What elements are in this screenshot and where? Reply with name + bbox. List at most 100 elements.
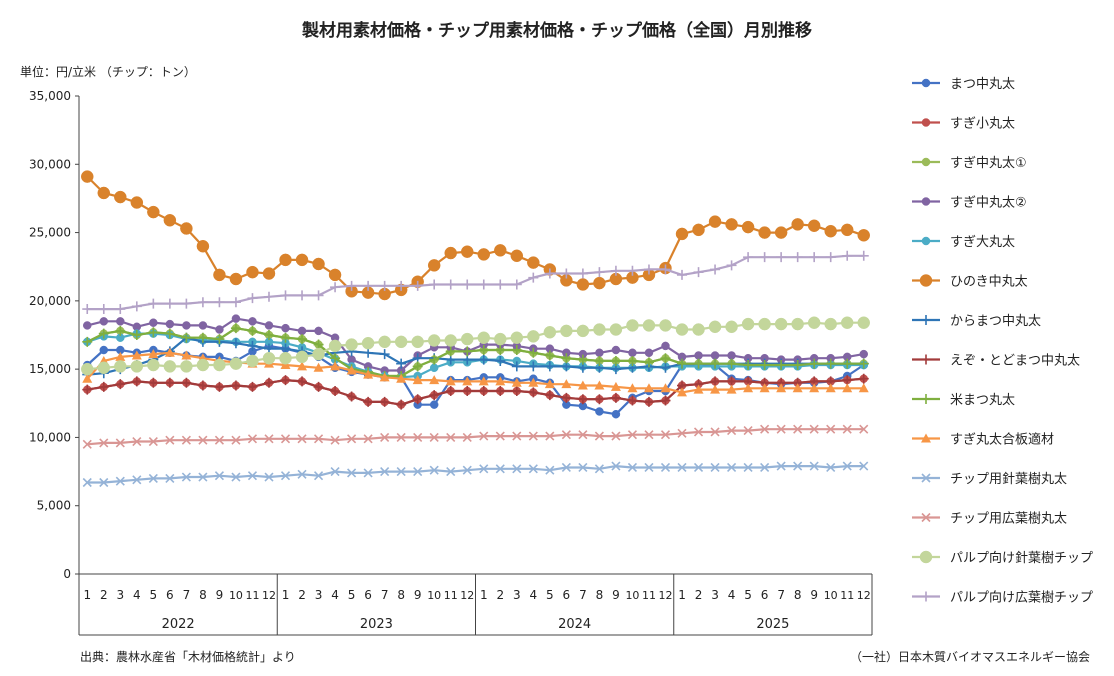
series-13-point — [659, 319, 672, 332]
series-10-point — [809, 383, 820, 393]
series-13-point — [642, 319, 656, 332]
series-8-point — [82, 384, 93, 395]
series-11-point — [165, 473, 175, 483]
series-12-point — [793, 424, 803, 434]
series-12-point — [380, 432, 390, 442]
series-14-point — [164, 298, 175, 309]
x-tick-label: 6 — [563, 588, 571, 602]
series-10-point — [462, 376, 473, 386]
series-9-point — [776, 360, 787, 371]
series-12-point — [214, 435, 224, 445]
series-7-point — [247, 340, 258, 351]
series-11-point — [578, 462, 588, 473]
series-13-point — [708, 320, 722, 334]
series-8-point — [230, 380, 241, 391]
series-9-point — [115, 325, 126, 336]
series-6-point — [196, 239, 210, 253]
series-14-point — [181, 298, 192, 309]
series-4-point — [99, 317, 109, 326]
year-label: 2022 — [162, 617, 195, 632]
series-12-point — [347, 434, 357, 444]
series-14-point — [743, 252, 754, 263]
series-11-point — [82, 477, 92, 488]
series-12-point — [115, 438, 125, 448]
series-6-point — [576, 278, 590, 291]
series-11-point — [793, 461, 803, 471]
series-13-point — [180, 360, 193, 373]
series-10-point — [776, 383, 787, 393]
series-13-point — [147, 358, 160, 372]
series-9-point — [528, 347, 539, 358]
series-8-point — [379, 396, 390, 407]
series-13-point — [427, 334, 441, 347]
series-4-point — [694, 351, 703, 360]
series-11-point — [247, 471, 258, 481]
series-14-point — [660, 264, 671, 275]
series-8-point — [297, 376, 308, 387]
series-11-point — [347, 468, 357, 478]
series-13-point — [246, 354, 259, 368]
series-6-point — [807, 219, 821, 232]
x-tick-label: 3 — [513, 588, 521, 602]
series-11-point — [594, 464, 604, 474]
series-6-point — [824, 224, 837, 238]
series-5-point — [429, 363, 439, 373]
series-4-point — [281, 323, 290, 333]
series-14-point — [82, 304, 93, 315]
series-11-point — [561, 462, 571, 473]
series-13-point — [576, 324, 590, 338]
series-8-point — [577, 394, 588, 405]
series-8-point — [561, 392, 572, 403]
x-tick-label: 9 — [414, 588, 422, 602]
legend-label: えぞ・とどまつ中丸太 — [950, 354, 1080, 369]
series-6-point — [328, 268, 342, 282]
series-14-point — [842, 250, 853, 261]
legend-label: すぎ小丸太 — [950, 117, 1015, 132]
series-12-point — [165, 435, 175, 445]
series-6-point — [97, 186, 111, 200]
x-tick-label: 10 — [427, 589, 441, 602]
series-12-point — [859, 424, 869, 434]
legend-marker — [921, 394, 931, 404]
series-7-point — [511, 361, 522, 372]
series-14-point — [280, 290, 291, 301]
series-12-point — [231, 435, 241, 445]
series-9-point — [263, 330, 274, 340]
series-9-point — [710, 358, 721, 369]
series-12-point — [660, 430, 671, 440]
series-11-point — [479, 464, 489, 474]
series-8-point — [594, 394, 605, 405]
series-14-point — [214, 297, 225, 308]
series-11-point — [859, 461, 869, 471]
y-tick-label: 30,000 — [29, 157, 71, 171]
series-11-point — [330, 467, 340, 477]
x-tick-label: 11 — [245, 589, 259, 602]
series-11-point — [512, 464, 522, 474]
series-9-point — [148, 327, 159, 338]
series-11-point — [429, 465, 439, 475]
series-11-point — [611, 461, 621, 471]
series-14-point — [412, 280, 423, 291]
series-12-point — [297, 434, 307, 444]
series-6-point — [510, 249, 524, 263]
series-line-14 — [87, 254, 864, 311]
series-13-point — [279, 351, 292, 365]
series-13-point — [114, 360, 127, 373]
series-9-point — [164, 328, 175, 339]
series-10-point — [164, 347, 175, 357]
series-11-point — [264, 472, 274, 482]
series-8-point — [429, 390, 440, 401]
series-9-point — [610, 355, 621, 366]
x-tick-label: 1 — [83, 588, 91, 602]
series-14-point — [792, 252, 803, 263]
series-10-point — [577, 380, 588, 390]
legend-marker — [919, 550, 933, 564]
series-11-point — [776, 461, 786, 471]
series-8-point — [643, 396, 654, 407]
series-4-point — [83, 321, 92, 330]
series-4-point — [264, 321, 274, 330]
series-11-point — [132, 475, 142, 485]
series-8-point — [544, 390, 555, 401]
series-9-point — [445, 346, 456, 357]
series-10-point — [412, 375, 423, 385]
